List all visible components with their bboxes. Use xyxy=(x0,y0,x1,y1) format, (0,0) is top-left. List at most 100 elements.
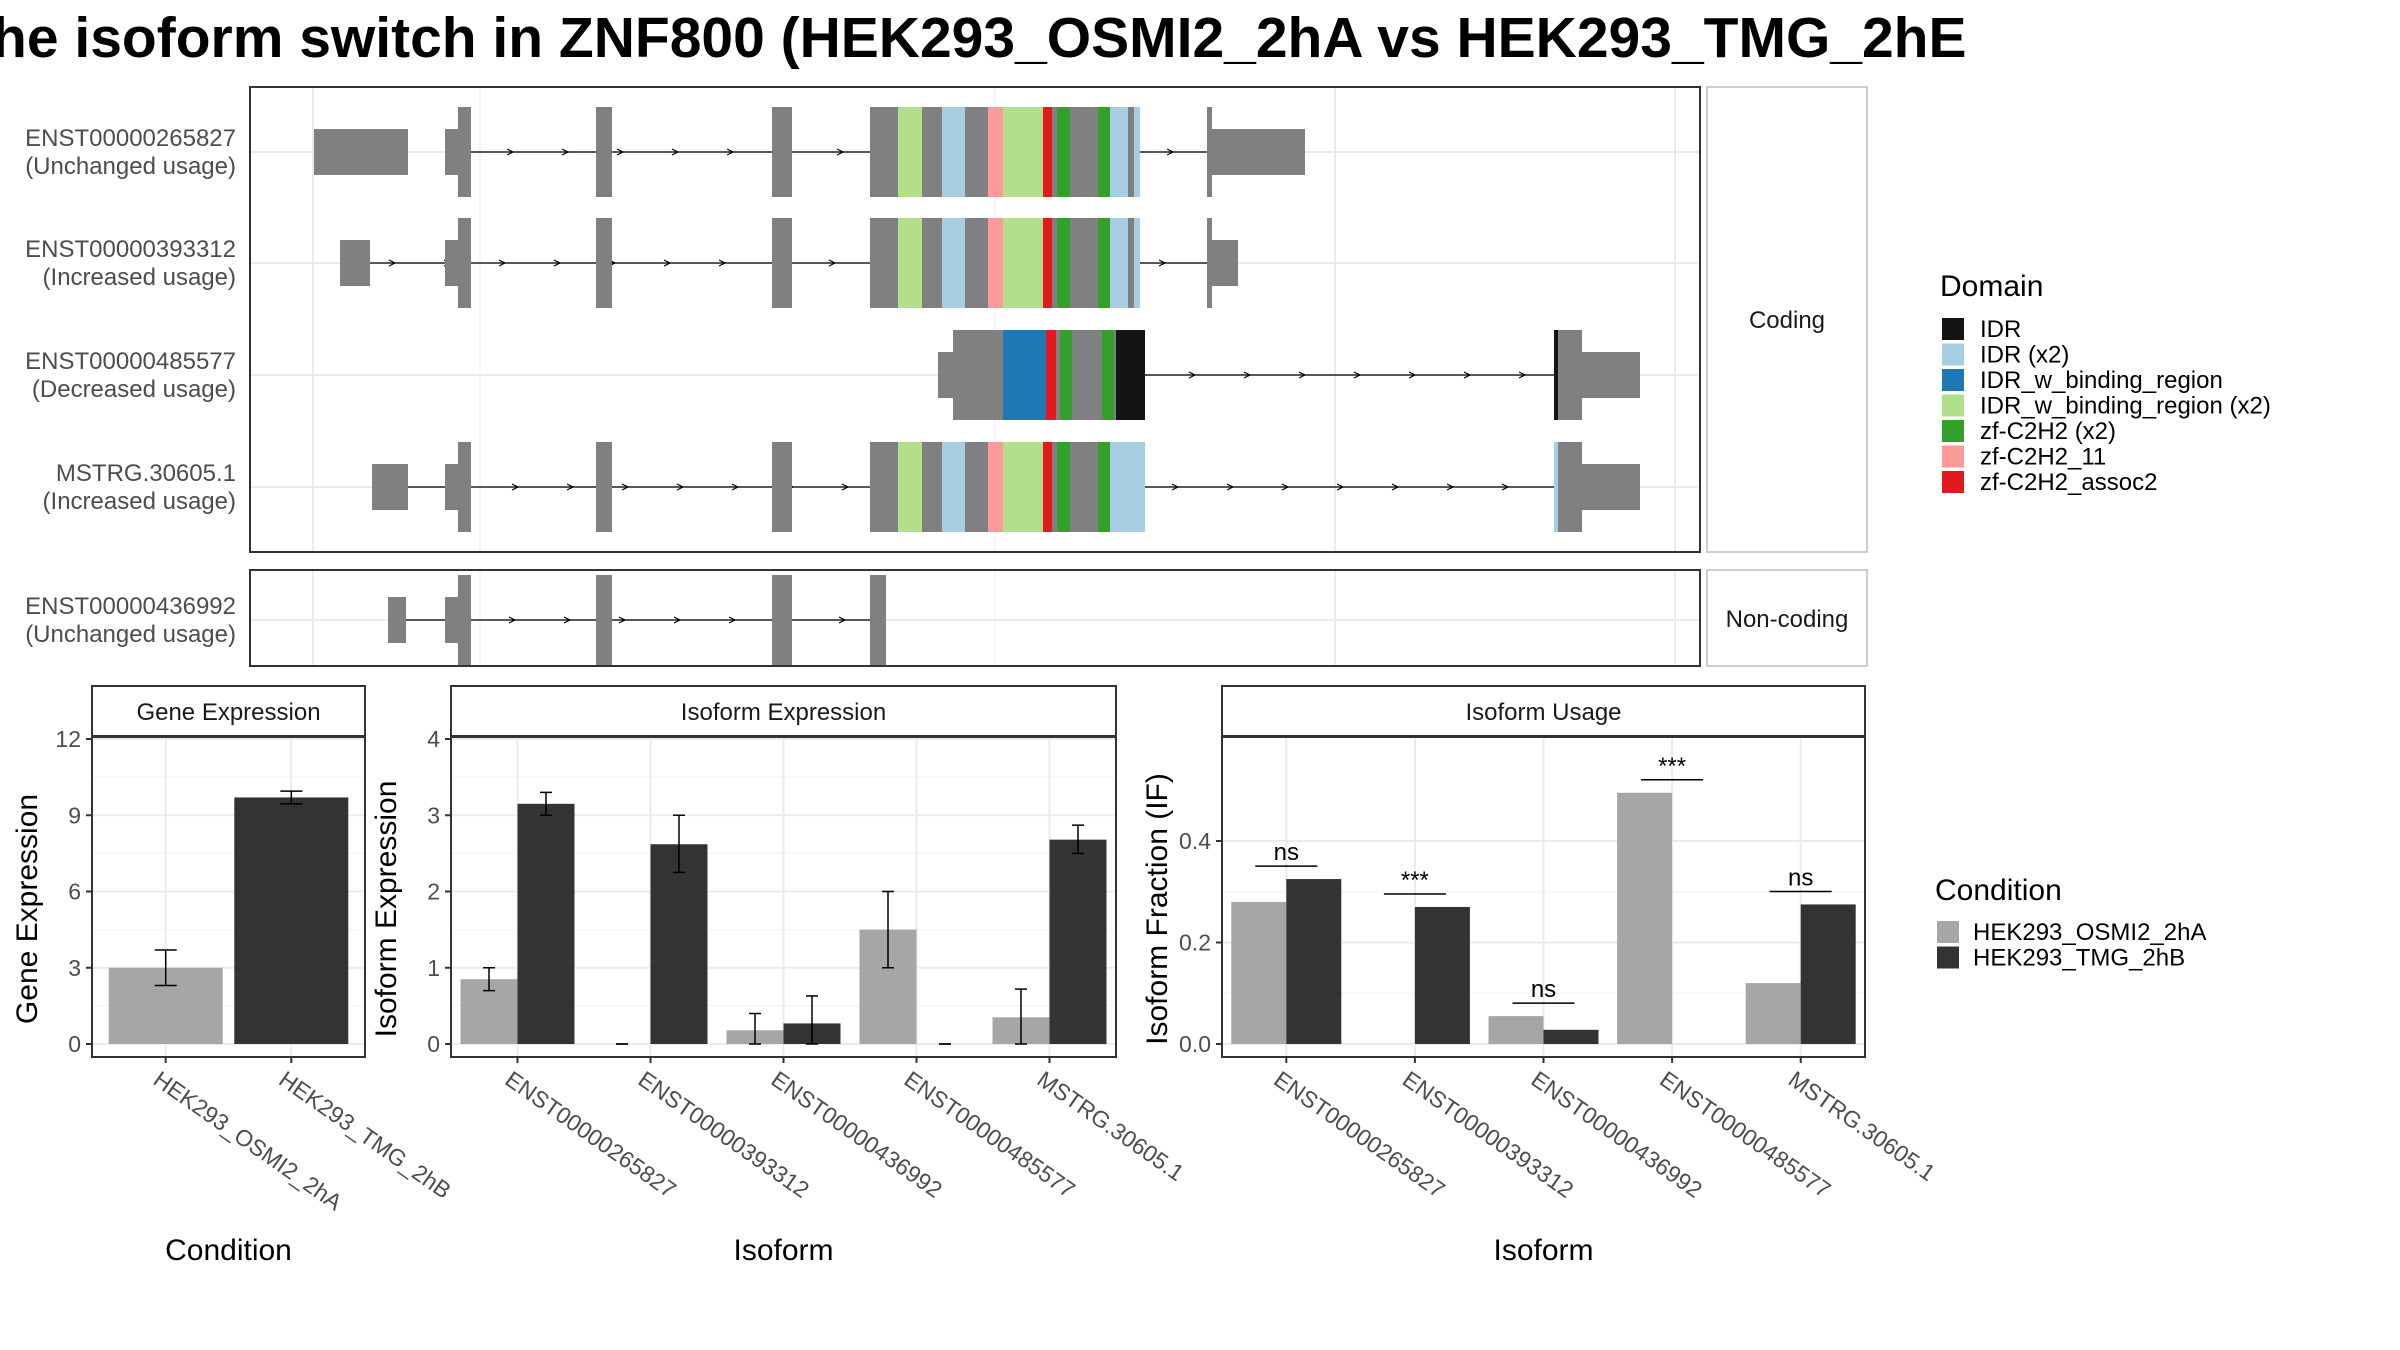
intron-arrow xyxy=(841,483,850,491)
intron-arrow xyxy=(618,616,627,624)
domain-segment xyxy=(1043,107,1052,197)
significance-label: *** xyxy=(1658,753,1686,780)
domain-segment xyxy=(1134,107,1140,197)
significance-label: *** xyxy=(1401,867,1429,894)
intron-arrow xyxy=(663,259,672,267)
intron-arrow xyxy=(1391,483,1400,491)
y-tick-label: 1 xyxy=(427,955,440,981)
intron-arrow xyxy=(1353,371,1362,379)
domain-segment xyxy=(898,107,922,197)
intron-arrow xyxy=(836,148,845,156)
intron-arrow xyxy=(561,148,570,156)
intron-arrow xyxy=(553,259,562,267)
domain-segment xyxy=(898,442,922,532)
bar-panel-strip xyxy=(450,685,1117,737)
legend-domain-label: zf-C2H2_assoc2 xyxy=(1980,469,2157,496)
domain-segment xyxy=(988,218,1003,308)
legend-domain-swatch xyxy=(1942,445,1964,468)
legend-condition-swatch xyxy=(1937,921,1959,943)
isoform-usage-label: (Decreased usage) xyxy=(32,376,236,403)
y-tick-label: 0.0 xyxy=(1179,1031,1211,1057)
intron-arrow xyxy=(1336,483,1345,491)
y-tick-label: 0 xyxy=(427,1031,440,1057)
utr-exon xyxy=(372,464,408,510)
coding-exon xyxy=(772,218,792,308)
domain-segment xyxy=(1057,442,1070,532)
isoform-id-label: ENST00000485577 xyxy=(25,348,236,375)
intron-arrow xyxy=(1171,483,1180,491)
y-tick-label: 0.4 xyxy=(1179,828,1211,854)
x-axis-label: Isoform xyxy=(733,1234,833,1267)
y-tick-label: 0.2 xyxy=(1179,930,1211,956)
bar-condition-a xyxy=(1488,1016,1544,1044)
coding-exon xyxy=(772,107,792,197)
domain-segment xyxy=(1057,218,1070,308)
facet-strip-label: Coding xyxy=(1749,307,1825,334)
bar-condition-a xyxy=(1745,983,1801,1044)
y-tick-label: 2 xyxy=(427,879,440,905)
bar-condition-b xyxy=(1286,879,1342,1044)
significance-label: ns xyxy=(1531,976,1556,1003)
coding-exon xyxy=(458,218,471,308)
isoform-id-label: MSTRG.30605.1 xyxy=(56,460,236,487)
intron-arrow xyxy=(1158,259,1167,267)
legend-condition-label: HEK293_OSMI2_2hA xyxy=(1973,919,2206,946)
domain-segment xyxy=(988,107,1003,197)
bar-condition-a xyxy=(1617,792,1673,1044)
facet-strip-label: Non-coding xyxy=(1726,606,1849,633)
y-tick-label: 4 xyxy=(427,726,440,752)
bar-panel-strip xyxy=(91,685,366,737)
coding-exon xyxy=(458,575,471,665)
facet-strip-coding xyxy=(1706,86,1868,553)
domain-segment xyxy=(1554,330,1558,420)
bar-gene-expression xyxy=(234,797,349,1044)
intron-arrow xyxy=(1518,371,1527,379)
intron-arrow xyxy=(1166,148,1175,156)
isoform-id-label: ENST00000393312 xyxy=(25,236,236,263)
intron-arrow xyxy=(563,616,572,624)
transcript-structure-panel: CodingNon-codingENST00000265827(Unchange… xyxy=(25,86,1868,667)
bar-condition-b xyxy=(1543,1029,1599,1044)
utr-exon xyxy=(314,129,408,175)
domain-segment xyxy=(1003,107,1043,197)
intron-arrow xyxy=(1408,371,1417,379)
coding-exon xyxy=(596,107,612,197)
intron-arrow xyxy=(566,483,575,491)
bar-condition-b xyxy=(650,844,708,1044)
domain-segment xyxy=(898,218,922,308)
intron-arrow xyxy=(718,259,727,267)
y-tick-label: 0 xyxy=(68,1031,81,1057)
legend-domain-label: IDR_w_binding_region xyxy=(1980,367,2223,394)
facet-strip-noncoding xyxy=(1706,569,1868,667)
intron-arrow xyxy=(728,616,737,624)
coding-exon xyxy=(458,442,471,532)
utr-exon xyxy=(1212,129,1305,175)
intron-arrow xyxy=(1243,371,1252,379)
legend-domain-swatch xyxy=(1942,369,1964,391)
coding-exon xyxy=(1207,218,1212,308)
intron-arrow xyxy=(616,148,625,156)
legend-domain-swatch xyxy=(1942,343,1964,366)
legend-domain-label: IDR xyxy=(1980,316,2021,343)
legend-domain-label: IDR (x2) xyxy=(1980,342,2069,369)
domain-segment xyxy=(988,442,1003,532)
domain-segment xyxy=(1003,442,1043,532)
domain-segment xyxy=(1554,442,1558,532)
domain-segment xyxy=(942,218,965,308)
isoform-id-label: ENST00000436992 xyxy=(25,593,236,620)
structure-panel-border xyxy=(249,86,1701,553)
bar-condition-a xyxy=(1231,901,1287,1044)
utr-exon xyxy=(445,597,460,643)
legend-domain-swatch xyxy=(1942,420,1964,442)
utr-exon xyxy=(388,597,406,643)
y-tick-label: 6 xyxy=(68,879,81,905)
legend-domain-label: IDR_w_binding_region (x2) xyxy=(1980,393,2271,420)
intron-arrow xyxy=(673,616,682,624)
domain-segment xyxy=(1003,218,1043,308)
coding-exon xyxy=(772,442,792,532)
isoform-usage-label: (Unchanged usage) xyxy=(25,621,236,648)
coding-exon xyxy=(458,107,471,197)
coding-exon xyxy=(870,575,886,665)
utr-exon xyxy=(1582,464,1640,510)
